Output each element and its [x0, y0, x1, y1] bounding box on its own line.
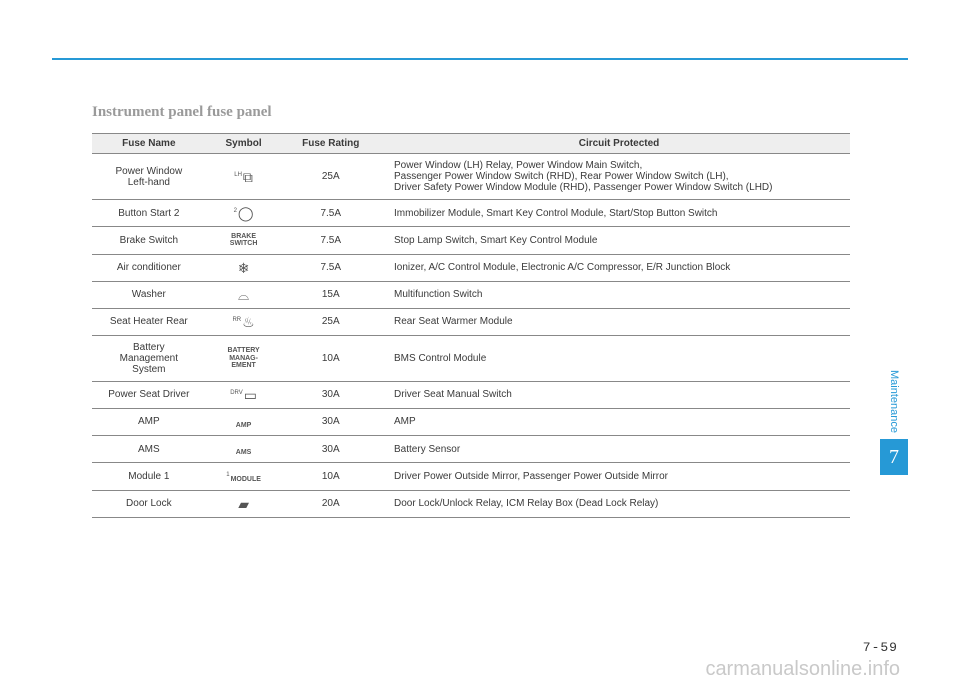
- table-row: Button Start 22◯7.5AImmobilizer Module, …: [92, 200, 850, 227]
- circuit-protected-cell: Door Lock/Unlock Relay, ICM Relay Box (D…: [380, 490, 850, 517]
- table-row: BatteryManagementSystemBATTERYMANAG-EMEN…: [92, 335, 850, 381]
- content-area: Instrument panel fuse panel Fuse Name Sy…: [92, 104, 850, 518]
- table-row: Door Lock▰20ADoor Lock/Unlock Relay, ICM…: [92, 490, 850, 517]
- table-row: Power WindowLeft-handLH⧉25APower Window …: [92, 154, 850, 200]
- symbol-cell: DRV▭: [206, 381, 282, 408]
- fuse-rating-cell: 7.5A: [281, 254, 380, 281]
- side-section-label: Maintenance: [888, 370, 900, 433]
- side-tab: Maintenance 7: [880, 370, 908, 475]
- circuit-protected-cell: Driver Power Outside Mirror, Passenger P…: [380, 463, 850, 490]
- symbol-cell: 1MODULE: [206, 463, 282, 490]
- th-symbol: Symbol: [206, 134, 282, 154]
- symbol-cell: LH⧉: [206, 154, 282, 200]
- circuit-protected-cell: Driver Seat Manual Switch: [380, 381, 850, 408]
- fuse-name-cell: Button Start 2: [92, 200, 206, 227]
- fuse-rating-cell: 30A: [281, 436, 380, 463]
- fuse-name-cell: AMS: [92, 436, 206, 463]
- fuse-rating-cell: 20A: [281, 490, 380, 517]
- th-fuse-rating: Fuse Rating: [281, 134, 380, 154]
- symbol-cell: BATTERYMANAG-EMENT: [206, 335, 282, 381]
- fuse-rating-cell: 7.5A: [281, 200, 380, 227]
- side-section-number: 7: [880, 439, 908, 475]
- symbol-cell: AMP: [206, 408, 282, 435]
- page-number: 7-59: [863, 640, 898, 655]
- th-fuse-name: Fuse Name: [92, 134, 206, 154]
- symbol-cell: AMS: [206, 436, 282, 463]
- table-row: Power Seat DriverDRV▭30ADriver Seat Manu…: [92, 381, 850, 408]
- circuit-protected-cell: Battery Sensor: [380, 436, 850, 463]
- table-row: AMSAMS30ABattery Sensor: [92, 436, 850, 463]
- circuit-protected-cell: Stop Lamp Switch, Smart Key Control Modu…: [380, 227, 850, 255]
- symbol-cell: ⌓: [206, 281, 282, 308]
- symbol-cell: BRAKESWITCH: [206, 227, 282, 255]
- top-rule: [52, 58, 908, 60]
- page-title: Instrument panel fuse panel: [92, 104, 850, 121]
- circuit-protected-cell: Power Window (LH) Relay, Power Window Ma…: [380, 154, 850, 200]
- fuse-name-cell: Power WindowLeft-hand: [92, 154, 206, 200]
- table-row: Brake SwitchBRAKESWITCH7.5AStop Lamp Swi…: [92, 227, 850, 255]
- symbol-cell: ❄: [206, 254, 282, 281]
- symbol-cell: 2◯: [206, 200, 282, 227]
- fuse-rating-cell: 7.5A: [281, 227, 380, 255]
- watermark: carmanualsonline.info: [705, 658, 900, 681]
- fuse-name-cell: Air conditioner: [92, 254, 206, 281]
- fuse-rating-cell: 10A: [281, 335, 380, 381]
- fuse-rating-cell: 30A: [281, 408, 380, 435]
- fuse-name-cell: Door Lock: [92, 490, 206, 517]
- symbol-cell: RR♨: [206, 308, 282, 335]
- fuse-name-cell: Brake Switch: [92, 227, 206, 255]
- table-row: Washer⌓15AMultifunction Switch: [92, 281, 850, 308]
- table-header-row: Fuse Name Symbol Fuse Rating Circuit Pro…: [92, 134, 850, 154]
- circuit-protected-cell: Multifunction Switch: [380, 281, 850, 308]
- fuse-name-cell: Power Seat Driver: [92, 381, 206, 408]
- circuit-protected-cell: BMS Control Module: [380, 335, 850, 381]
- circuit-protected-cell: Rear Seat Warmer Module: [380, 308, 850, 335]
- fuse-rating-cell: 25A: [281, 154, 380, 200]
- fuse-name-cell: Module 1: [92, 463, 206, 490]
- fuse-rating-cell: 25A: [281, 308, 380, 335]
- circuit-protected-cell: AMP: [380, 408, 850, 435]
- fuse-rating-cell: 10A: [281, 463, 380, 490]
- circuit-protected-cell: Immobilizer Module, Smart Key Control Mo…: [380, 200, 850, 227]
- fuse-rating-cell: 30A: [281, 381, 380, 408]
- table-row: AMPAMP30AAMP: [92, 408, 850, 435]
- th-circuit: Circuit Protected: [380, 134, 850, 154]
- circuit-protected-cell: Ionizer, A/C Control Module, Electronic …: [380, 254, 850, 281]
- symbol-cell: ▰: [206, 490, 282, 517]
- table-row: Module 11MODULE10ADriver Power Outside M…: [92, 463, 850, 490]
- fuse-rating-cell: 15A: [281, 281, 380, 308]
- fuse-name-cell: BatteryManagementSystem: [92, 335, 206, 381]
- fuse-name-cell: Seat Heater Rear: [92, 308, 206, 335]
- table-row: Air conditioner❄7.5AIonizer, A/C Control…: [92, 254, 850, 281]
- fuse-name-cell: AMP: [92, 408, 206, 435]
- fuse-name-cell: Washer: [92, 281, 206, 308]
- fuse-table: Fuse Name Symbol Fuse Rating Circuit Pro…: [92, 133, 850, 518]
- table-row: Seat Heater RearRR♨25ARear Seat Warmer M…: [92, 308, 850, 335]
